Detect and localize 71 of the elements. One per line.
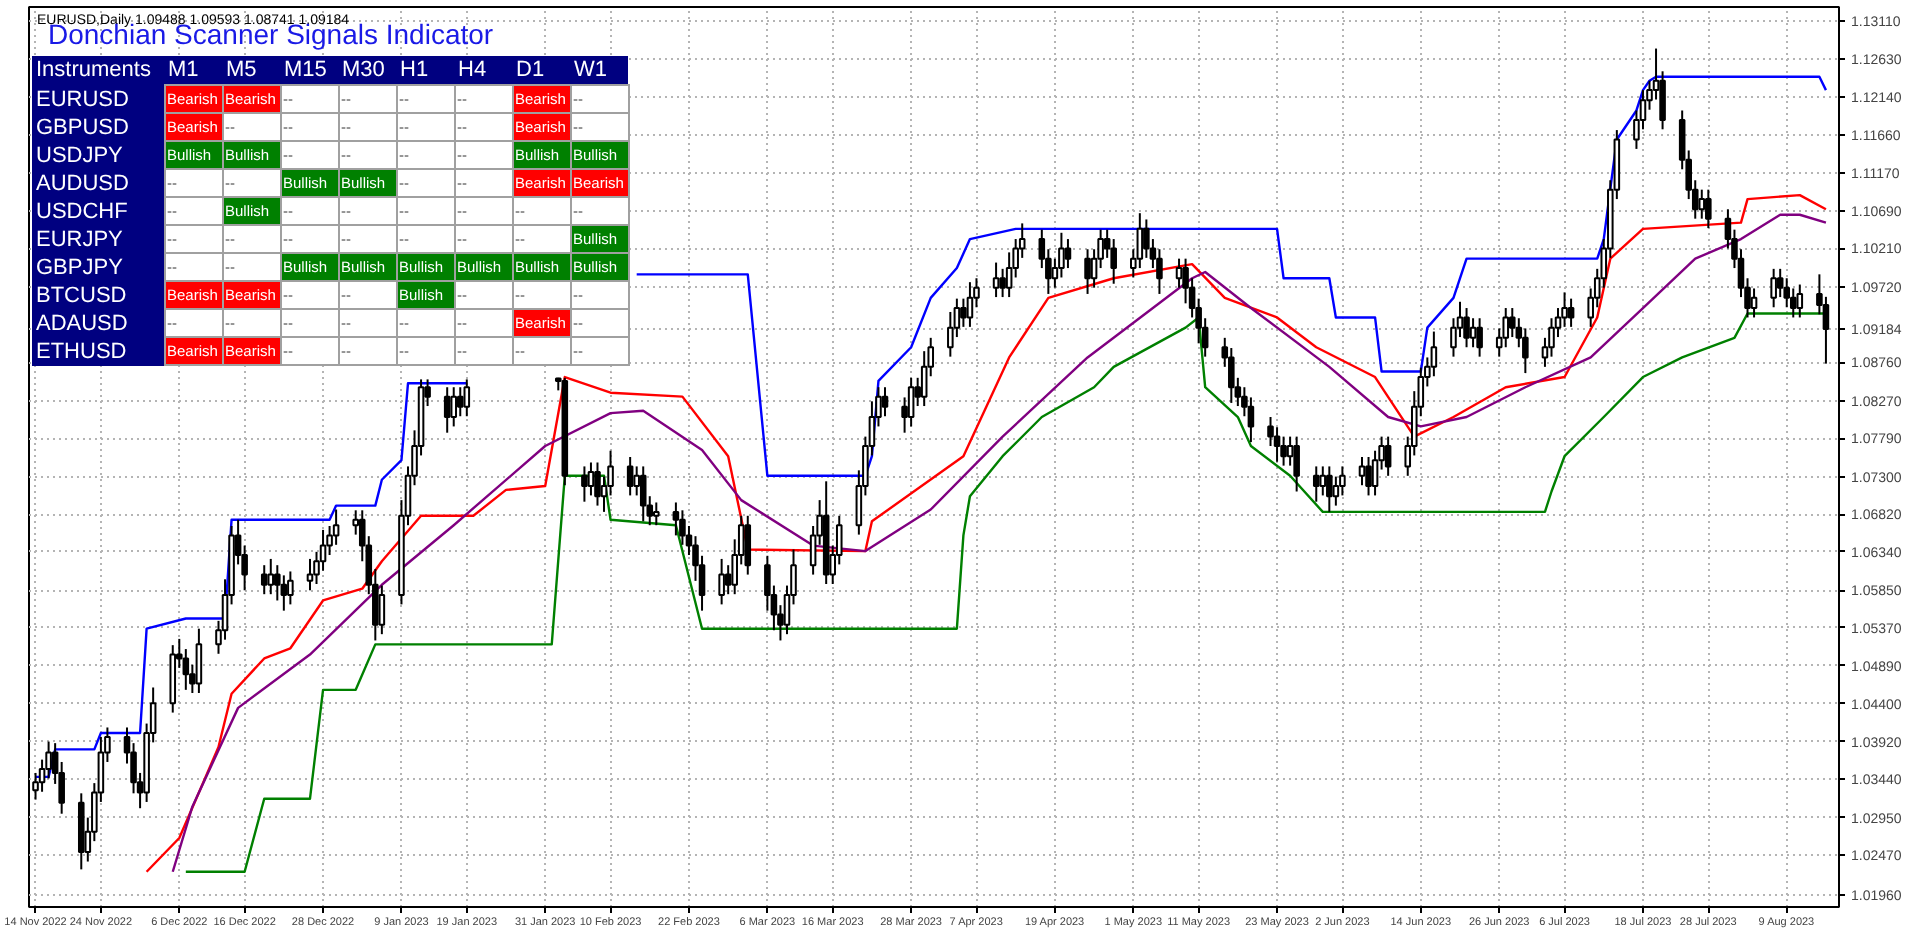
candlestick xyxy=(1319,465,1327,497)
candlestick xyxy=(1502,307,1510,349)
category-label: H4 xyxy=(454,56,512,85)
candlestick xyxy=(960,297,967,328)
candlestick xyxy=(1476,317,1483,358)
candlestick xyxy=(881,386,889,418)
candlestick xyxy=(581,465,588,503)
candlestick xyxy=(1770,267,1777,309)
candlestick xyxy=(267,557,275,596)
category-label: BTCUSD xyxy=(36,283,127,307)
candlestick xyxy=(1326,465,1333,513)
candlestick xyxy=(456,386,464,418)
candlestick xyxy=(999,267,1006,299)
candlestick xyxy=(1750,287,1758,319)
candlestick xyxy=(1463,307,1470,349)
candlestick xyxy=(594,461,601,507)
candlestick xyxy=(1312,465,1320,503)
category-label: M1 xyxy=(164,56,222,85)
category-label: M15 xyxy=(280,56,338,85)
candlestick xyxy=(966,281,974,328)
candlestick xyxy=(1175,257,1183,289)
candlestick xyxy=(1358,456,1366,487)
category-label: M5 xyxy=(222,56,280,85)
candlestick xyxy=(1796,283,1804,319)
candlestick xyxy=(443,386,451,434)
category-label: EURJPY xyxy=(36,227,123,251)
candlestick xyxy=(287,570,294,606)
candlestick xyxy=(718,557,725,606)
candlestick xyxy=(378,584,386,636)
candlestick xyxy=(1365,456,1372,497)
candlestick xyxy=(450,386,458,428)
candlestick xyxy=(653,501,660,527)
candlestick xyxy=(639,465,647,523)
candlestick xyxy=(1136,212,1144,270)
candlestick xyxy=(260,564,268,596)
candlestick xyxy=(1384,435,1392,477)
candlestick xyxy=(1509,307,1516,339)
category-label: D1 xyxy=(512,56,570,85)
candlestick xyxy=(1705,188,1712,230)
candlestick xyxy=(1469,317,1477,349)
category-label: H1 xyxy=(396,56,454,85)
category-label: M30 xyxy=(338,56,396,85)
candlestick xyxy=(1783,277,1791,309)
candlestick xyxy=(992,261,1000,299)
candlestick xyxy=(1430,330,1438,378)
candlestick xyxy=(626,456,634,497)
candlestick xyxy=(1280,435,1287,467)
candlestick xyxy=(463,378,471,418)
candlestick xyxy=(1567,297,1575,328)
category-label: GBPUSD xyxy=(36,115,129,139)
category-label: EURUSD xyxy=(36,87,129,111)
candlestick xyxy=(1084,248,1091,295)
candlestick xyxy=(672,501,680,537)
category-label: GBPJPY xyxy=(36,255,123,279)
candlestick xyxy=(1776,267,1784,299)
candlestick xyxy=(587,461,595,497)
candlestick xyxy=(907,376,915,428)
category-label: ADAUSD xyxy=(36,311,128,335)
candlestick xyxy=(306,557,314,592)
candlestick xyxy=(195,627,203,694)
category-label: AUDUSD xyxy=(36,171,129,195)
category-label: USDCHF xyxy=(36,199,128,223)
candlestick xyxy=(1698,188,1706,220)
candlestick xyxy=(1064,238,1072,270)
candlestick xyxy=(1110,238,1117,285)
text: Instruments xyxy=(32,56,164,85)
category-label: W1 xyxy=(570,56,628,85)
category-label: ETHUSD xyxy=(36,339,127,363)
category-label: USDJPY xyxy=(36,143,123,167)
candlestick xyxy=(1293,435,1300,493)
candlestick xyxy=(744,514,752,576)
